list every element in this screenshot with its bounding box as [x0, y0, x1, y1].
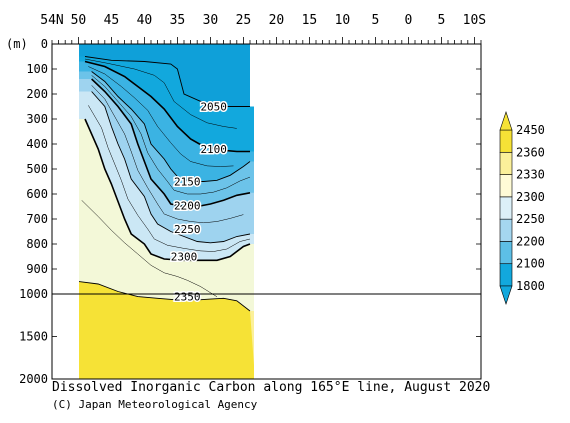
- x-tick-label: 0: [404, 13, 412, 28]
- contour-label-2200: 2200: [173, 198, 203, 214]
- x-tick-label: 10: [335, 13, 351, 28]
- contour-2300: [84, 118, 251, 262]
- x-tick-label: 45: [104, 13, 120, 28]
- x-tick-label: 30: [203, 13, 219, 28]
- contour-minor-4: [88, 105, 251, 252]
- contour-label-2050: 2050: [199, 99, 229, 115]
- y-tick-label: 100: [26, 62, 48, 76]
- x-tick-label: 35: [170, 13, 186, 28]
- colorbar-label: 2300: [516, 190, 545, 204]
- colorbar-segment: [499, 241, 513, 265]
- x-tick-label: 5: [371, 13, 379, 28]
- y-tick-label: 600: [26, 187, 48, 201]
- y-tick-label: 1000: [19, 287, 48, 301]
- contour-2250: [91, 91, 251, 244]
- colorbar-bottom-arrow: [499, 285, 513, 305]
- y-tick-label: 400: [26, 137, 48, 151]
- colorbar-segment: [499, 263, 513, 287]
- x-tick-label: 25: [236, 13, 252, 28]
- colorbar-top-arrow: [499, 111, 513, 131]
- y-tick-label: 300: [26, 112, 48, 126]
- contour-2200: [91, 78, 251, 208]
- colorbar-label: 2100: [516, 257, 545, 271]
- contour-label-2100: 2100: [199, 142, 229, 158]
- contour-2350: [79, 281, 251, 312]
- colorbar-label: 2360: [516, 145, 545, 159]
- contour-label-text: 2250: [174, 223, 201, 236]
- contour-label-2350: 2350: [173, 289, 203, 305]
- y-tick-label: 700: [26, 212, 48, 226]
- contour-2150: [91, 71, 251, 182]
- x-tick-label: 10S: [463, 13, 486, 28]
- contour-label-text: 2100: [200, 143, 227, 156]
- x-tick-label: 50: [71, 13, 87, 28]
- colorbar-segment: [499, 174, 513, 198]
- y-tick-label: 800: [26, 237, 48, 251]
- y-tick-label: 1500: [19, 330, 48, 344]
- contour-label-2250: 2250: [173, 222, 203, 238]
- contour-label-text: 2350: [174, 291, 201, 304]
- contour-lines: [79, 56, 251, 312]
- contour-label-text: 2050: [200, 101, 227, 114]
- x-tick-label: 5: [437, 13, 445, 28]
- colorbar-segment: [499, 218, 513, 242]
- x-tick-label: 54N: [40, 13, 63, 28]
- contour-label-text: 2150: [174, 176, 201, 189]
- contour-label-2300: 2300: [169, 249, 199, 265]
- contour-label-2150: 2150: [173, 174, 203, 190]
- colorbar: 2450 2360 2330 2300 2250 2200 2100 1800: [499, 111, 545, 305]
- x-tick-label: 20: [269, 13, 285, 28]
- band-deepest: [79, 281, 254, 379]
- colorbar-label: 2200: [516, 234, 545, 248]
- frame-box: [51, 43, 482, 380]
- contour-2050: [84, 56, 250, 107]
- y-tick-label: 2000: [19, 372, 48, 386]
- contour-label-text: 2300: [171, 251, 198, 264]
- x-axis: 54N 50 45 40 35 30 25 20 15 10 5 0 5 10S: [40, 13, 486, 44]
- colorbar-label: 2330: [516, 168, 545, 182]
- contour-minor-3: [91, 85, 244, 224]
- contour-label-text: 2200: [174, 199, 201, 212]
- y-axis: 100 200 300 400 500 600 700 800 900 1000 1500 2000 0: [19, 37, 481, 386]
- chart-credit: (C) Japan Meteorological Agency: [52, 398, 258, 411]
- colorbar-label: 1800: [516, 279, 545, 293]
- plot-frame: [51, 43, 482, 380]
- chart-title: Dissolved Inorganic Carbon along 165°E l…: [52, 380, 491, 395]
- y-tick-label: 0: [41, 37, 48, 51]
- colorbar-segment: [499, 151, 513, 175]
- colorbar-label: 2250: [516, 212, 545, 226]
- y-tick-label: 900: [26, 262, 48, 276]
- x-tick-label: 15: [302, 13, 318, 28]
- colorbar-segment: [499, 129, 513, 153]
- x-tick-label: 40: [137, 13, 153, 28]
- contour-minor-2: [91, 75, 251, 195]
- contour-minor-1: [88, 66, 234, 167]
- contour-minor-0: [84, 58, 237, 129]
- y-axis-label: (m): [6, 37, 28, 51]
- y-tick-label: 500: [26, 162, 48, 176]
- contour-minor-5: [81, 200, 218, 298]
- y-tick-label: 200: [26, 87, 48, 101]
- colorbar-segment: [499, 196, 513, 220]
- contour-2100: [84, 60, 250, 153]
- dic-field: [79, 44, 254, 379]
- colorbar-label: 2450: [516, 123, 545, 137]
